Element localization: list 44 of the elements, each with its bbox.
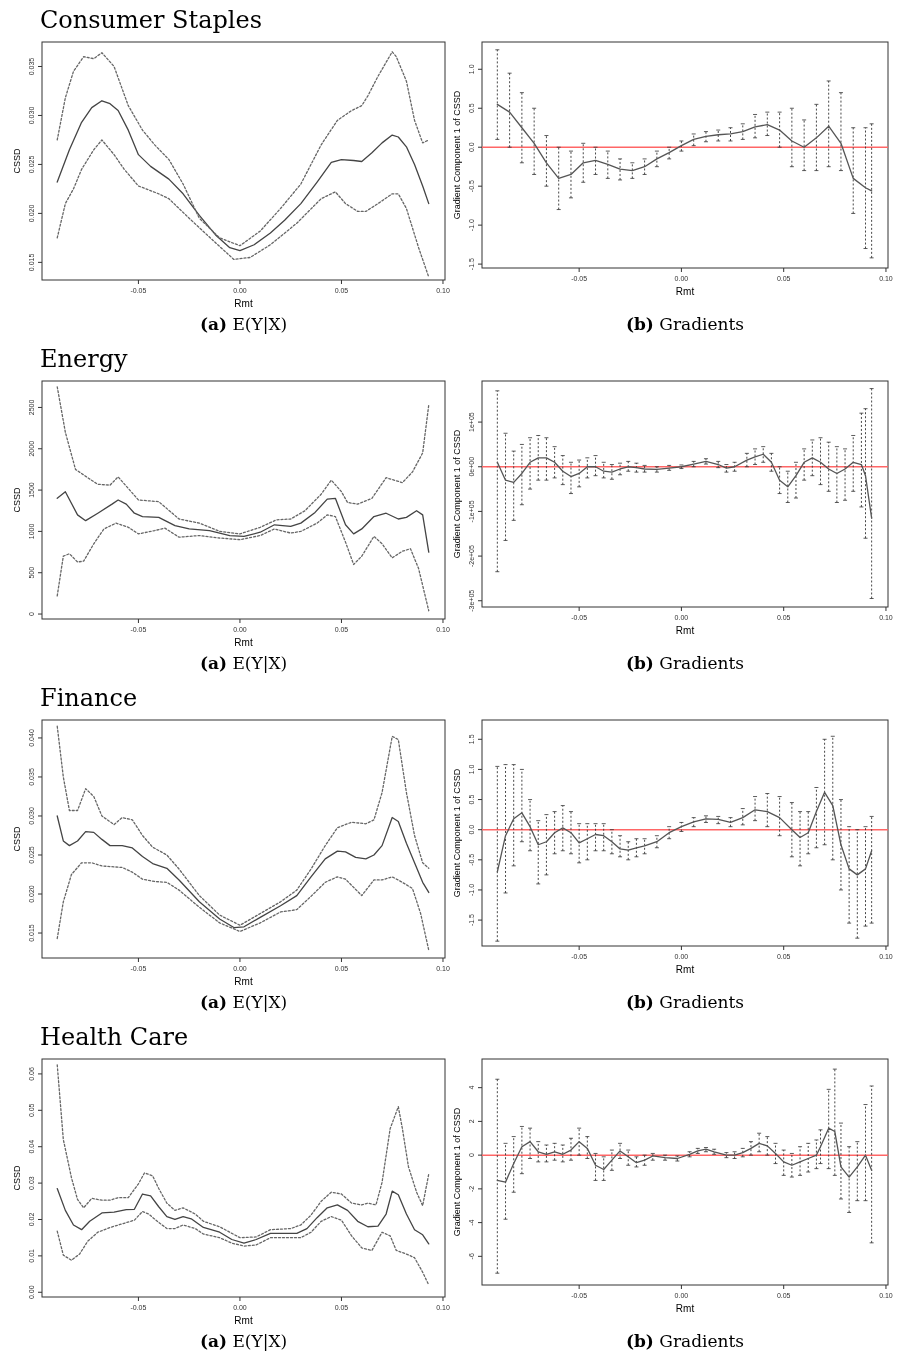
chart-title: Consumer Staples [40, 6, 263, 34]
x-axis-title: Rmt [234, 1315, 253, 1326]
x-axis-title: Rmt [234, 298, 253, 309]
line-series [496, 453, 873, 519]
x-axis-title: Rmt [675, 625, 695, 636]
x-axis-title: Rmt [675, 964, 695, 975]
text: (b) Gradients [625, 314, 745, 334]
y-axis-title: CSSD [12, 1165, 22, 1191]
y-axis-title: Gradient Component 1 of CSSD [452, 768, 462, 898]
line-series [56, 514, 430, 612]
text: (a) E(Y|X) [199, 992, 288, 1012]
line-series [56, 51, 430, 247]
line-series [56, 1064, 430, 1239]
x-axis-title: Rmt [675, 1303, 695, 1314]
text: (b) Gradients [625, 653, 745, 673]
x-axis-title: Rmt [234, 976, 253, 987]
text: (a) E(Y|X) [199, 1331, 288, 1351]
line-series [496, 103, 873, 192]
text: (b) Gradients [625, 992, 745, 1012]
text: (a) E(Y|X) [199, 314, 288, 334]
line-series [56, 815, 430, 929]
y-axis-title: Gradient Component 1 of CSSD [452, 1107, 462, 1237]
line-series [56, 1187, 430, 1245]
x-axis-title: Rmt [234, 637, 253, 648]
line-series [56, 862, 430, 951]
y-axis-title: CSSD [12, 487, 22, 513]
line-series [56, 1210, 430, 1286]
line-series [496, 1127, 873, 1183]
text: (a) E(Y|X) [199, 653, 288, 673]
line-series [56, 491, 430, 553]
line-series [56, 100, 430, 252]
y-axis-title: Gradient Component 1 of CSSD [452, 429, 462, 559]
y-axis-title: CSSD [12, 826, 22, 852]
chart-title: Energy [40, 345, 129, 373]
line-series [496, 791, 873, 876]
x-axis-title: Rmt [675, 286, 695, 297]
line-series [56, 725, 430, 926]
text: (b) Gradients [625, 1331, 745, 1351]
line-series [56, 386, 430, 535]
y-axis-title: CSSD [12, 148, 22, 174]
chart-title: Health Care [40, 1023, 189, 1051]
line-series [56, 139, 430, 278]
chart-title: Finance [40, 684, 138, 712]
y-axis-title: Gradient Component 1 of CSSD [452, 90, 462, 220]
